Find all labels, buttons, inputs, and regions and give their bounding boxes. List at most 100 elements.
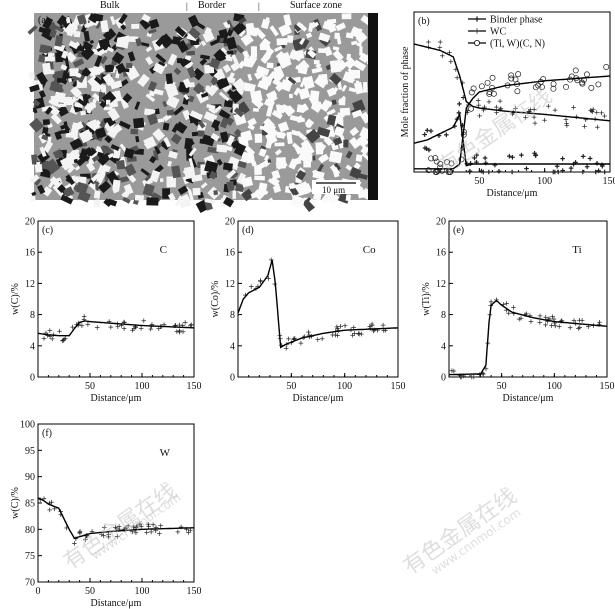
element-label: Ti xyxy=(572,244,581,256)
micrograph-grain xyxy=(209,38,221,47)
micrograph-grain xyxy=(104,171,110,181)
micrograph-grain xyxy=(267,127,279,139)
micrograph-grain xyxy=(204,160,219,174)
micrograph-grain xyxy=(27,25,38,35)
micrograph-grain xyxy=(50,113,62,125)
micrograph-grain xyxy=(104,135,113,144)
micrograph-grain xyxy=(102,73,115,86)
x-tick-label: 50 xyxy=(286,381,296,392)
micrograph-grain xyxy=(98,180,112,194)
micrograph-grain xyxy=(62,186,75,198)
micrograph-grain xyxy=(65,51,77,63)
micrograph-grain xyxy=(355,32,368,44)
micrograph-grain xyxy=(204,64,215,74)
data-point xyxy=(468,89,475,96)
micrograph-grain xyxy=(56,54,65,62)
micrograph-grain xyxy=(222,144,233,152)
micrograph-grain xyxy=(146,32,152,38)
micrograph-grain xyxy=(38,90,46,99)
micrograph-grain xyxy=(188,157,195,170)
chart-panel-b: 50 100 150 (b) Distance/μm Mole fraction of p… xyxy=(400,11,615,199)
micrograph-grain xyxy=(351,40,358,46)
micrograph-grain xyxy=(254,175,265,181)
micrograph-grain xyxy=(290,129,299,136)
micrograph-grain xyxy=(188,95,195,103)
micrograph-grain xyxy=(165,95,180,109)
micrograph-grain xyxy=(279,79,293,92)
micrograph-grain xyxy=(308,94,320,106)
micrograph-grain xyxy=(336,34,342,45)
micrograph-grain xyxy=(78,69,83,74)
micrograph-grain xyxy=(218,91,230,102)
micrograph-grain xyxy=(139,18,151,30)
micrograph-grain xyxy=(218,28,229,39)
micrograph-grain xyxy=(29,84,40,93)
micrograph-grain xyxy=(349,166,362,179)
micrograph-grain xyxy=(356,134,370,148)
micrograph-grain xyxy=(241,176,254,188)
micrograph-grain xyxy=(152,62,166,75)
micrograph-grain xyxy=(271,169,281,180)
micrograph-grain xyxy=(333,87,339,93)
micrograph-grain xyxy=(200,40,207,47)
micrograph-grain xyxy=(334,114,344,127)
micrograph-grain xyxy=(162,100,168,108)
micrograph-grain xyxy=(234,44,245,54)
micrograph-grain xyxy=(236,172,247,185)
x-tick-label: 150 xyxy=(187,381,202,392)
micrograph-grain xyxy=(118,13,128,25)
micrograph-grain xyxy=(176,58,183,64)
zone-label-bulk: Bulk xyxy=(100,0,119,11)
micrograph-grain xyxy=(103,198,113,208)
micrograph-grain xyxy=(56,14,67,26)
micrograph-grain xyxy=(134,194,144,202)
micrograph-grain xyxy=(351,109,363,119)
micrograph-grain xyxy=(268,197,274,203)
micrograph-grain xyxy=(57,184,66,193)
x-tick-label: 100 xyxy=(135,586,150,597)
micrograph-grain xyxy=(68,148,82,162)
micrograph-grain xyxy=(93,199,101,208)
micrograph-grain xyxy=(213,48,227,62)
micrograph-grain xyxy=(76,121,89,135)
micrograph-grain xyxy=(206,103,216,110)
micrograph-grain xyxy=(91,82,101,92)
micrograph-grain xyxy=(177,185,189,195)
x-tick-label: 100 xyxy=(337,381,352,392)
micrograph-grain xyxy=(329,126,336,138)
micrograph-grain xyxy=(339,107,351,116)
micrograph-grain xyxy=(276,38,288,46)
micrograph-grain xyxy=(59,156,74,171)
y-axis-label: w(C)/% xyxy=(10,487,21,519)
x-axis-label: Distance/μm xyxy=(293,393,344,404)
micrograph-grain xyxy=(267,159,272,163)
micrograph-grain xyxy=(70,86,83,99)
micrograph-grain xyxy=(250,46,258,58)
micrograph-grain xyxy=(174,26,187,38)
micrograph-grain xyxy=(111,51,125,65)
micrograph-grain xyxy=(272,184,282,194)
micrograph-grain xyxy=(197,130,205,137)
micrograph-grain xyxy=(204,198,216,205)
micrograph-grain xyxy=(123,183,134,195)
micrograph-grain xyxy=(167,53,178,66)
data-point xyxy=(508,72,515,79)
micrograph-grain xyxy=(227,72,235,83)
micrograph-grain xyxy=(95,65,105,75)
micrograph-grain xyxy=(240,33,254,47)
micrograph-grain xyxy=(360,145,370,155)
micrograph-grain xyxy=(274,148,282,156)
micrograph-grain xyxy=(348,137,361,149)
micrograph-grain xyxy=(302,75,315,90)
plot-frame xyxy=(237,220,399,378)
micrograph-grain xyxy=(309,198,319,208)
micrograph-grain xyxy=(222,64,232,74)
x-tick-label: 50 xyxy=(497,381,507,392)
data-point xyxy=(579,79,585,86)
micrograph-grain xyxy=(326,108,336,116)
micrograph-grain xyxy=(277,121,290,133)
micrograph-grain xyxy=(52,184,64,197)
micrograph-grain xyxy=(155,35,167,47)
